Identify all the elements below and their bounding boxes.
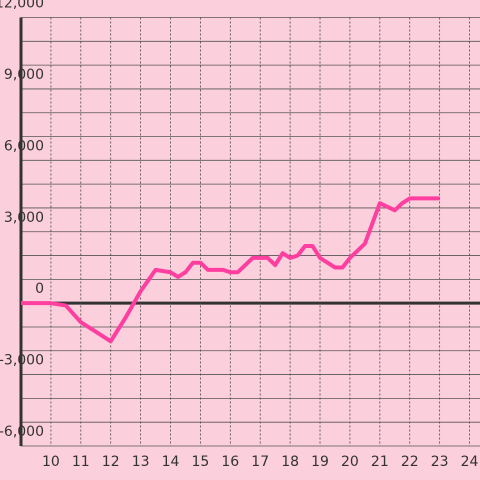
x-tick-label: 12 (102, 454, 120, 470)
x-tick-label: 16 (221, 454, 239, 470)
x-tick-label: 19 (311, 454, 329, 470)
x-tick-label: 13 (132, 454, 150, 470)
x-tick-label: 17 (251, 454, 269, 470)
x-tick-label: 14 (162, 454, 180, 470)
y-tick-label: 9,000 (4, 67, 44, 83)
x-tick-label: 10 (42, 454, 60, 470)
y-tick-label: 0 (35, 281, 44, 297)
y-tick-label: 3,000 (4, 210, 44, 226)
x-tick-label: 15 (191, 454, 209, 470)
x-tick-label: 22 (401, 454, 419, 470)
x-tick-label: 20 (341, 454, 359, 470)
x-tick-label: 21 (371, 454, 389, 470)
x-tick-label: 11 (72, 454, 90, 470)
x-tick-label: 23 (431, 454, 449, 470)
y-tick-label: 12,000 (0, 0, 44, 12)
x-tick-label: 24 (461, 454, 479, 470)
y-tick-label: 6,000 (4, 138, 44, 154)
x-tick-label: 18 (281, 454, 299, 470)
data-line (21, 196, 440, 344)
